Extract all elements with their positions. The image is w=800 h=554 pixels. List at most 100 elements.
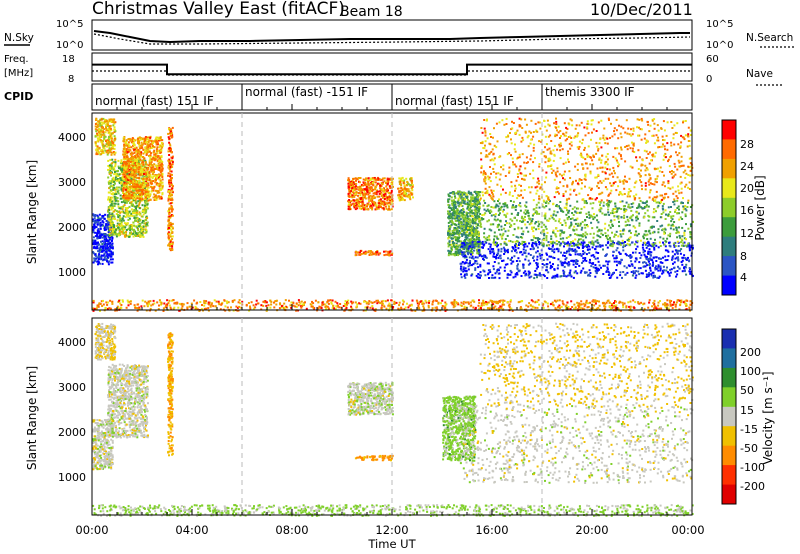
cell-p-7-76 [397, 196, 400, 199]
cell-p-1-720 [133, 189, 136, 192]
cell-p-0-228 [96, 214, 99, 217]
cell-p-7-99 [406, 181, 409, 184]
cell-p-2-34 [104, 149, 107, 152]
cell-p-1-680 [128, 234, 131, 237]
cell-p-7-72 [404, 195, 407, 198]
cell-p-5-321 [352, 177, 355, 180]
cell-p-3-408 [133, 165, 136, 168]
cell-p-3-51 [159, 181, 162, 184]
cell-p-8-523 [465, 195, 468, 198]
cell-p-5-365 [383, 208, 385, 211]
cell-p-5-458 [351, 187, 354, 189]
cell-p-0-195 [111, 258, 114, 261]
cell-p-9-593 [497, 244, 499, 247]
cell-p-8-595 [447, 215, 450, 218]
cell-p-5-4 [359, 189, 362, 192]
cell-p-6-38 [355, 251, 358, 254]
cell-p-1-144 [131, 200, 134, 203]
cell-p-9-35 [674, 270, 677, 273]
cell-p-1-557 [145, 231, 148, 234]
noise-sky-line [93, 30, 690, 44]
cell-p-4-153 [171, 187, 174, 190]
cell-p-2-170 [112, 141, 115, 144]
cell-p-3-492 [128, 163, 131, 166]
cell-p-9-754 [541, 263, 544, 265]
cell-p-4-55 [167, 235, 170, 237]
cell-p-5-469 [380, 182, 383, 185]
cell-p-6-59 [368, 254, 371, 256]
cell-p-5-375 [347, 187, 350, 190]
cell-p-3-575 [158, 166, 161, 169]
cell-p-3-791 [130, 173, 133, 176]
cell-p-9-386 [465, 258, 468, 261]
cell-p-1-448 [135, 201, 138, 204]
cell-p-1-818 [121, 177, 124, 180]
cell-p-1-709 [115, 187, 118, 190]
cell-p-5-374 [352, 189, 355, 192]
cell-p-9-318 [675, 251, 678, 254]
cell-p-8-598 [448, 250, 451, 253]
cell-p-3-78 [128, 181, 131, 184]
cell-p-2-252 [106, 145, 108, 148]
cell-p-0-236 [97, 255, 100, 258]
cell-p-1-521 [145, 229, 148, 231]
cell-p-8-645 [450, 196, 453, 199]
cell-p-9-857 [539, 254, 542, 257]
cell-p-9-506 [682, 256, 685, 259]
cell-p-0-207 [104, 236, 107, 239]
cell-p-0-73 [99, 221, 102, 224]
cell-p-5-452 [362, 193, 365, 196]
cell-p-2-103 [106, 149, 109, 152]
cell-p-8-723 [450, 220, 453, 223]
cell-p-3-414 [154, 153, 157, 156]
cell-p-3-603 [146, 188, 149, 191]
cell-p-3-792 [153, 185, 156, 188]
cell-p-8-2 [452, 222, 455, 225]
cell-p-2-215 [98, 128, 101, 131]
cell-p-1-385 [137, 200, 140, 203]
cell-p-0-295 [93, 227, 96, 230]
cell-p-7-105 [398, 183, 401, 185]
cell-p-5-319 [348, 195, 351, 198]
cell-p-0-214 [110, 216, 113, 219]
cell-p-3-597 [158, 159, 161, 162]
cell-p-9-576 [552, 244, 554, 247]
cell-p-5-485 [375, 178, 378, 181]
cell-p-2-133 [94, 125, 97, 128]
cell-p-0-130 [98, 232, 101, 235]
cell-p-9-767 [683, 266, 685, 269]
cell-p-5-377 [363, 192, 366, 195]
cell-p-0-329 [100, 245, 103, 248]
cell-p-3-696 [159, 188, 162, 191]
cell-p-9-492 [681, 263, 684, 266]
cell-p-9-518 [685, 273, 688, 276]
cell-p-9-388 [588, 269, 591, 272]
cell-p-5-254 [359, 199, 362, 202]
cell-p-9-897 [622, 271, 625, 273]
cell-p-8-28 [459, 243, 462, 246]
cell-p-3-555 [140, 137, 143, 140]
cell-p-0-290 [104, 233, 107, 236]
cell-p-5-416 [375, 204, 378, 207]
cell-p-7-59 [405, 190, 408, 193]
cell-p-2-89 [102, 132, 105, 135]
cell-p-9-658 [576, 246, 579, 249]
cell-p-1-486 [141, 221, 144, 224]
cell-p-9-167 [492, 250, 495, 253]
cell-p-9-440 [472, 249, 475, 252]
noise-tick-high-left: 10^5 [56, 19, 83, 30]
cell-p-5-95 [368, 179, 371, 182]
cell-p-3-482 [146, 195, 149, 198]
cell-p-0-208 [94, 247, 97, 250]
cell-p-8-422 [460, 225, 463, 227]
cell-p-3-139 [160, 159, 163, 162]
cell-p-9-431 [677, 265, 679, 268]
cell-p-3-782 [141, 143, 144, 146]
cell-p-8-118 [458, 248, 461, 251]
cell-p-3-246 [155, 168, 158, 170]
cell-p-9-812 [531, 245, 534, 248]
cell-p-2-54 [95, 151, 98, 154]
cell-p-1-863 [115, 225, 118, 227]
cell-p-1-359 [130, 208, 133, 211]
cell-p-5-37 [349, 192, 352, 195]
